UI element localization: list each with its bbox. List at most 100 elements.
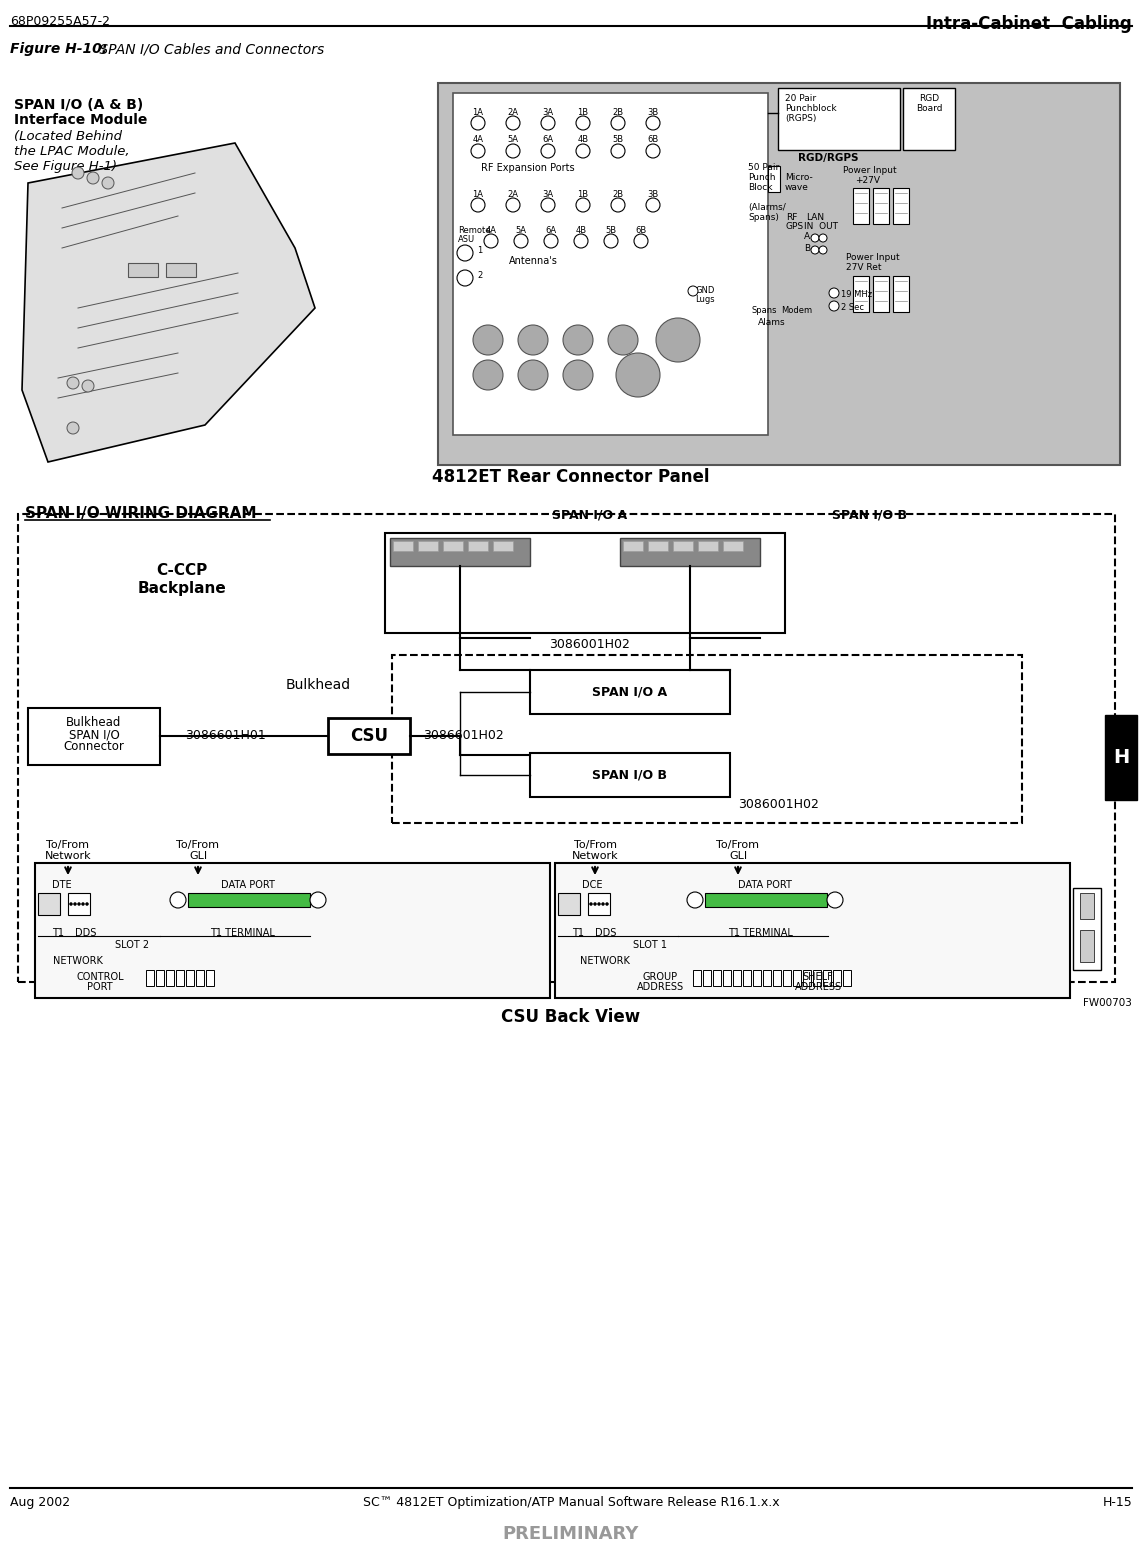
Bar [166,263,196,277]
Bar [188,894,309,908]
Circle shape [457,271,473,286]
Text: GPS: GPS [786,222,804,232]
Text: PORT: PORT [87,981,113,992]
Text: 68P09255A57-2: 68P09255A57-2 [10,16,110,28]
Text: Power Input: Power Input [843,166,896,175]
Bar [35,862,550,998]
Text: H-15: H-15 [1102,1496,1132,1509]
Bar [186,970,194,986]
Circle shape [82,380,94,391]
Circle shape [811,246,819,254]
Text: SPAN I/O B: SPAN I/O B [833,509,908,521]
Text: Lugs: Lugs [695,294,715,304]
Circle shape [170,892,186,908]
Text: 5B: 5B [605,225,617,235]
Text: 4B: 4B [576,225,587,235]
Text: GND: GND [695,286,715,294]
Text: LAN: LAN [806,213,825,222]
Text: Spans): Spans) [748,213,779,222]
Text: 2A: 2A [507,108,518,117]
Text: SHELF: SHELF [803,972,834,981]
Text: T1: T1 [572,928,584,937]
Text: Punchblock: Punchblock [785,103,837,113]
Circle shape [87,172,99,185]
Bar [443,541,463,551]
Circle shape [602,903,604,906]
Text: Remote: Remote [458,225,491,235]
Circle shape [576,144,590,158]
Text: ADDRESS: ADDRESS [795,981,842,992]
Text: 5A: 5A [515,225,526,235]
Text: 6B: 6B [635,225,646,235]
Bar [1080,894,1094,919]
Circle shape [78,903,80,906]
Text: Power Input: Power Input [846,254,900,261]
Circle shape [646,144,660,158]
Bar [588,894,610,916]
Bar [733,970,741,986]
Text: 3B: 3B [648,108,659,117]
Text: 3B: 3B [648,189,659,199]
Bar [823,970,831,986]
Text: NETWORK: NETWORK [53,956,103,966]
Bar [783,970,791,986]
Bar [530,753,730,797]
Text: wave: wave [785,183,809,192]
Bar [698,541,718,551]
Bar [38,894,61,916]
Text: A: A [804,232,810,241]
Bar [723,541,743,551]
Text: DTE: DTE [53,880,72,890]
Bar [773,970,781,986]
Text: 3086001H02: 3086001H02 [738,798,819,811]
Text: DATA PORT: DATA PORT [222,880,275,890]
Circle shape [471,199,485,211]
Circle shape [811,235,819,243]
Bar [872,188,888,224]
Text: 5B: 5B [612,135,624,144]
Circle shape [611,144,625,158]
Text: 50 Pair: 50 Pair [748,163,779,172]
Bar [673,541,693,551]
Text: Board: Board [916,103,942,113]
Text: Network: Network [572,851,618,861]
Circle shape [484,235,498,247]
Text: T1: T1 [53,928,64,937]
Bar [196,970,204,986]
Bar [29,707,160,765]
Bar [69,894,90,916]
Text: SC™ 4812ET Optimization/ATP Manual Software Release R16.1.x.x: SC™ 4812ET Optimization/ATP Manual Softw… [363,1496,779,1509]
Circle shape [86,903,88,906]
Text: DCE: DCE [581,880,602,890]
Text: ASU: ASU [458,235,475,244]
Text: SPAN I/O WIRING DIAGRAM: SPAN I/O WIRING DIAGRAM [25,505,257,521]
Bar [813,970,821,986]
Text: T1 TERMINAL: T1 TERMINAL [727,928,793,937]
Text: Alams: Alams [758,318,786,327]
Text: Punch: Punch [748,174,775,182]
Text: 5A: 5A [507,135,518,144]
Bar [769,166,780,192]
Bar [893,188,909,224]
Text: 3A: 3A [542,189,554,199]
Text: 2A: 2A [507,189,518,199]
Text: (Alarms/: (Alarms/ [748,203,786,211]
Circle shape [604,235,618,247]
Text: CONTROL: CONTROL [77,972,123,981]
Bar [418,541,439,551]
Text: PRELIMINARY: PRELIMINARY [502,1524,640,1543]
Text: 2: 2 [477,271,482,280]
Circle shape [616,354,660,398]
Text: 2B: 2B [612,189,624,199]
Text: RGD: RGD [919,94,939,103]
Circle shape [687,892,703,908]
Circle shape [541,199,555,211]
Circle shape [457,246,473,261]
Bar [468,541,488,551]
Circle shape [541,116,555,130]
Text: FW00703: FW00703 [1083,998,1132,1008]
Bar [555,862,1070,998]
Circle shape [514,235,528,247]
Circle shape [646,199,660,211]
Text: SPAN I/O B: SPAN I/O B [593,768,668,781]
